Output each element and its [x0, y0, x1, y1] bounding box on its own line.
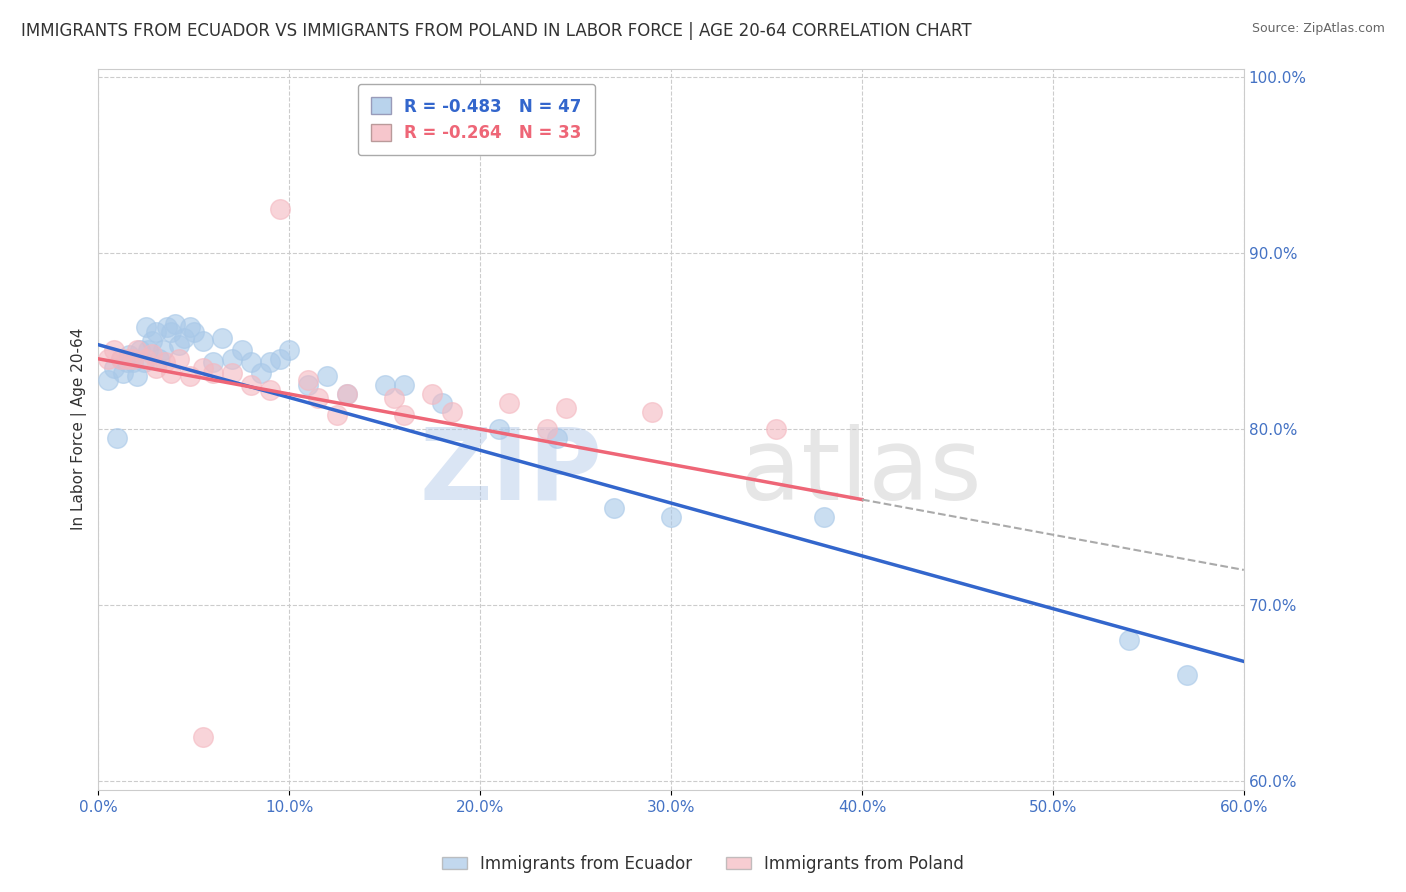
Point	[307, 391, 329, 405]
Point	[141, 346, 163, 360]
Point	[193, 360, 215, 375]
Text: atlas: atlas	[740, 424, 981, 521]
Point	[498, 396, 520, 410]
Point	[118, 348, 141, 362]
Point	[148, 351, 170, 366]
Point	[221, 366, 243, 380]
Point	[145, 360, 167, 375]
Point	[392, 408, 415, 422]
Point	[160, 326, 183, 340]
Point	[765, 422, 787, 436]
Point	[430, 396, 453, 410]
Point	[193, 730, 215, 744]
Point	[297, 378, 319, 392]
Point	[125, 369, 148, 384]
Point	[103, 360, 125, 375]
Legend: Immigrants from Ecuador, Immigrants from Poland: Immigrants from Ecuador, Immigrants from…	[436, 848, 970, 880]
Point	[211, 331, 233, 345]
Point	[129, 343, 152, 357]
Point	[603, 501, 626, 516]
Point	[201, 366, 224, 380]
Point	[160, 366, 183, 380]
Point	[110, 351, 132, 366]
Point	[183, 326, 205, 340]
Point	[326, 408, 349, 422]
Point	[555, 401, 578, 415]
Text: Source: ZipAtlas.com: Source: ZipAtlas.com	[1251, 22, 1385, 36]
Point	[179, 320, 201, 334]
Point	[546, 431, 568, 445]
Point	[269, 202, 291, 217]
Point	[335, 387, 357, 401]
Point	[269, 351, 291, 366]
Point	[115, 351, 138, 366]
Point	[152, 343, 174, 357]
Point	[145, 326, 167, 340]
Point	[1175, 668, 1198, 682]
Point	[335, 387, 357, 401]
Point	[488, 422, 510, 436]
Point	[135, 351, 157, 366]
Point	[121, 355, 143, 369]
Point	[103, 343, 125, 357]
Point	[193, 334, 215, 349]
Point	[156, 320, 179, 334]
Point	[641, 404, 664, 418]
Point	[115, 355, 138, 369]
Point	[136, 343, 159, 357]
Point	[374, 378, 396, 392]
Point	[97, 373, 120, 387]
Y-axis label: In Labor Force | Age 20-64: In Labor Force | Age 20-64	[72, 328, 87, 531]
Point	[249, 366, 271, 380]
Point	[1118, 633, 1140, 648]
Point	[440, 404, 463, 418]
Point	[240, 378, 263, 392]
Point	[231, 343, 253, 357]
Point	[221, 351, 243, 366]
Point	[112, 366, 135, 380]
Point	[297, 373, 319, 387]
Point	[167, 351, 190, 366]
Point	[659, 510, 682, 524]
Point	[316, 369, 339, 384]
Point	[201, 355, 224, 369]
Point	[141, 334, 163, 349]
Point	[135, 320, 157, 334]
Point	[422, 387, 444, 401]
Point	[392, 378, 415, 392]
Point	[240, 355, 263, 369]
Point	[382, 391, 405, 405]
Legend: R = -0.483   N = 47, R = -0.264   N = 33: R = -0.483 N = 47, R = -0.264 N = 33	[357, 84, 595, 155]
Point	[259, 384, 281, 398]
Point	[278, 343, 301, 357]
Point	[173, 331, 195, 345]
Point	[121, 351, 143, 366]
Point	[163, 317, 186, 331]
Point	[125, 343, 148, 357]
Point	[179, 369, 201, 384]
Point	[134, 355, 156, 369]
Point	[110, 351, 132, 366]
Point	[259, 355, 281, 369]
Point	[167, 337, 190, 351]
Point	[97, 351, 120, 366]
Text: IMMIGRANTS FROM ECUADOR VS IMMIGRANTS FROM POLAND IN LABOR FORCE | AGE 20-64 COR: IMMIGRANTS FROM ECUADOR VS IMMIGRANTS FR…	[21, 22, 972, 40]
Text: ZIP: ZIP	[419, 424, 602, 521]
Point	[107, 431, 129, 445]
Point	[536, 422, 558, 436]
Point	[153, 355, 176, 369]
Point	[813, 510, 835, 524]
